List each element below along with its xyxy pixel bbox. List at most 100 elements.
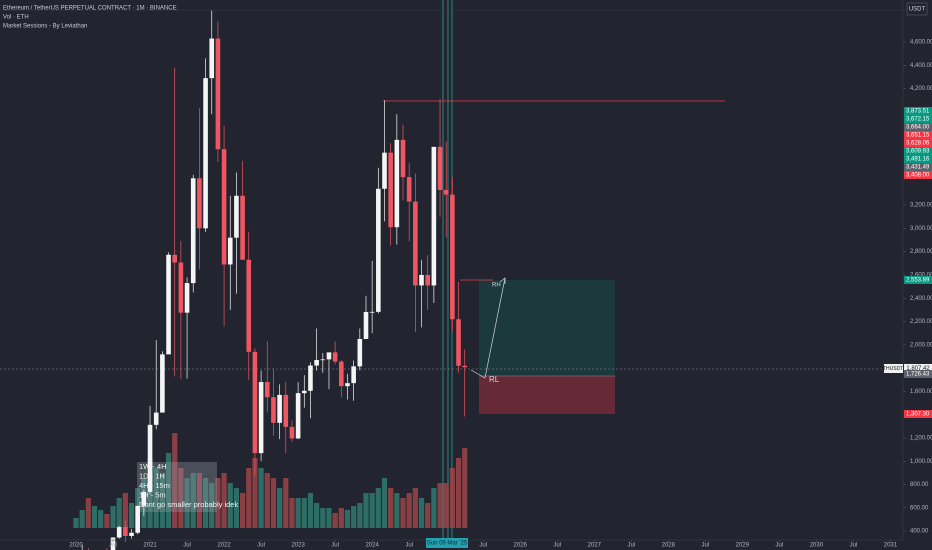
volume-bar (381, 478, 388, 528)
price-tag: 3,672.15 (906, 117, 930, 123)
candle-body (215, 38, 221, 150)
volume-bar (431, 488, 437, 528)
volume-bar (320, 508, 326, 528)
candle-body (258, 382, 264, 454)
volume-bar (91, 506, 98, 528)
volume-bar (264, 473, 270, 528)
volume-bar (209, 483, 215, 528)
volume-bar (344, 510, 351, 528)
profit-zone (479, 280, 615, 376)
volume-bar (301, 498, 307, 528)
price-tag-box (904, 123, 932, 131)
candle-body (203, 78, 208, 229)
volume-bar (289, 498, 295, 528)
candle-body (339, 361, 344, 387)
price-tag-box (904, 147, 932, 155)
x-tick-label: Jul (183, 543, 191, 549)
candle-body (295, 393, 301, 439)
candle-body (425, 274, 430, 286)
arrow-head (499, 277, 506, 284)
price-tag: 1,726.43 (906, 372, 930, 378)
price-tag: 3,651.15 (906, 133, 930, 139)
volume-bar (357, 503, 363, 528)
candle-body (252, 351, 258, 454)
y-tick-label: 2,600.00 (910, 273, 932, 279)
last-price: 1,807.42 (906, 366, 930, 372)
y-tick-label: 2,000.00 (910, 342, 932, 348)
volume-bar (258, 468, 264, 528)
candle-body (153, 412, 159, 425)
candle-body (190, 178, 196, 284)
rl-label: RL (489, 375, 500, 384)
candle-body (301, 390, 307, 394)
candle-body (135, 505, 140, 533)
candle-body (234, 195, 239, 238)
y-tick-label: 400.00 (910, 529, 929, 535)
price-tag-box (904, 139, 932, 147)
candle-body (246, 259, 252, 352)
note-line: 1D - 1H (139, 471, 165, 480)
volume-bar (332, 513, 338, 528)
price-tag: 3,664.00 (906, 125, 930, 131)
price-tag-box (904, 107, 932, 115)
cursor-date-box (426, 538, 468, 548)
x-tick-label: 2029 (736, 543, 750, 549)
candle-body (166, 254, 171, 355)
volume-bar (437, 483, 443, 528)
x-tick-label: Jul (553, 543, 561, 549)
price-tag: 3,431.49 (906, 165, 930, 171)
volume-bar (172, 433, 178, 528)
x-tick-label: 2021 (143, 543, 157, 549)
volume-bar (178, 468, 184, 528)
y-tick-label: 3,000.00 (910, 226, 932, 232)
candle-body (277, 394, 282, 423)
x-tick-label: 2020 (69, 543, 83, 549)
x-tick-label: 2027 (588, 543, 602, 549)
volume-bar (252, 458, 258, 528)
price-tag-box (904, 131, 932, 139)
volume-bar (338, 508, 344, 528)
volume-bar (307, 493, 314, 528)
volume-bar (98, 510, 104, 528)
volume-bar (449, 468, 455, 528)
candle-body (314, 359, 319, 366)
volume-bar (165, 453, 172, 528)
candle-body (357, 338, 363, 367)
note-line: 4H - 15m (139, 481, 170, 490)
y-tick-label: 2,400.00 (910, 296, 932, 302)
x-tick-label: Jul (479, 543, 487, 549)
price-tag: 3,408.00 (906, 173, 930, 179)
candle-body (332, 352, 338, 362)
price-tag: 3,873.51 (906, 109, 930, 115)
y-tick-label: 2,200.00 (910, 319, 932, 325)
y-tick-label: 4,200.00 (910, 86, 932, 92)
price-tag: 1,307.30 (906, 412, 930, 418)
candle-body (110, 537, 116, 550)
x-tick-label: 2024 (365, 543, 379, 549)
x-tick-label: Jul (776, 543, 784, 549)
x-tick-label: Jul (257, 543, 265, 549)
volume-bar (196, 473, 202, 528)
candle-body (431, 146, 437, 286)
y-tick-label: 3,200.00 (910, 203, 932, 209)
candle-body (240, 195, 245, 260)
y-tick-label: 800.00 (910, 482, 929, 488)
candle-body (400, 139, 406, 178)
candle-body (413, 201, 418, 286)
volume-bar (184, 478, 190, 528)
loss-zone (479, 376, 615, 414)
candle-body (271, 397, 276, 423)
candle-body (443, 189, 449, 195)
volume-bar (375, 488, 381, 528)
x-tick-label: Jul (405, 543, 413, 549)
volume-bar (246, 468, 252, 528)
currency: USDT (909, 7, 926, 13)
candle-body (376, 188, 381, 312)
volume-bar (412, 488, 418, 528)
price-tag-box (904, 410, 932, 418)
volume-bar (455, 458, 462, 528)
candle-body (160, 354, 165, 413)
symbol-tag: ETHUSDT.P (880, 366, 908, 372)
x-tick-label: 2026 (514, 543, 528, 549)
